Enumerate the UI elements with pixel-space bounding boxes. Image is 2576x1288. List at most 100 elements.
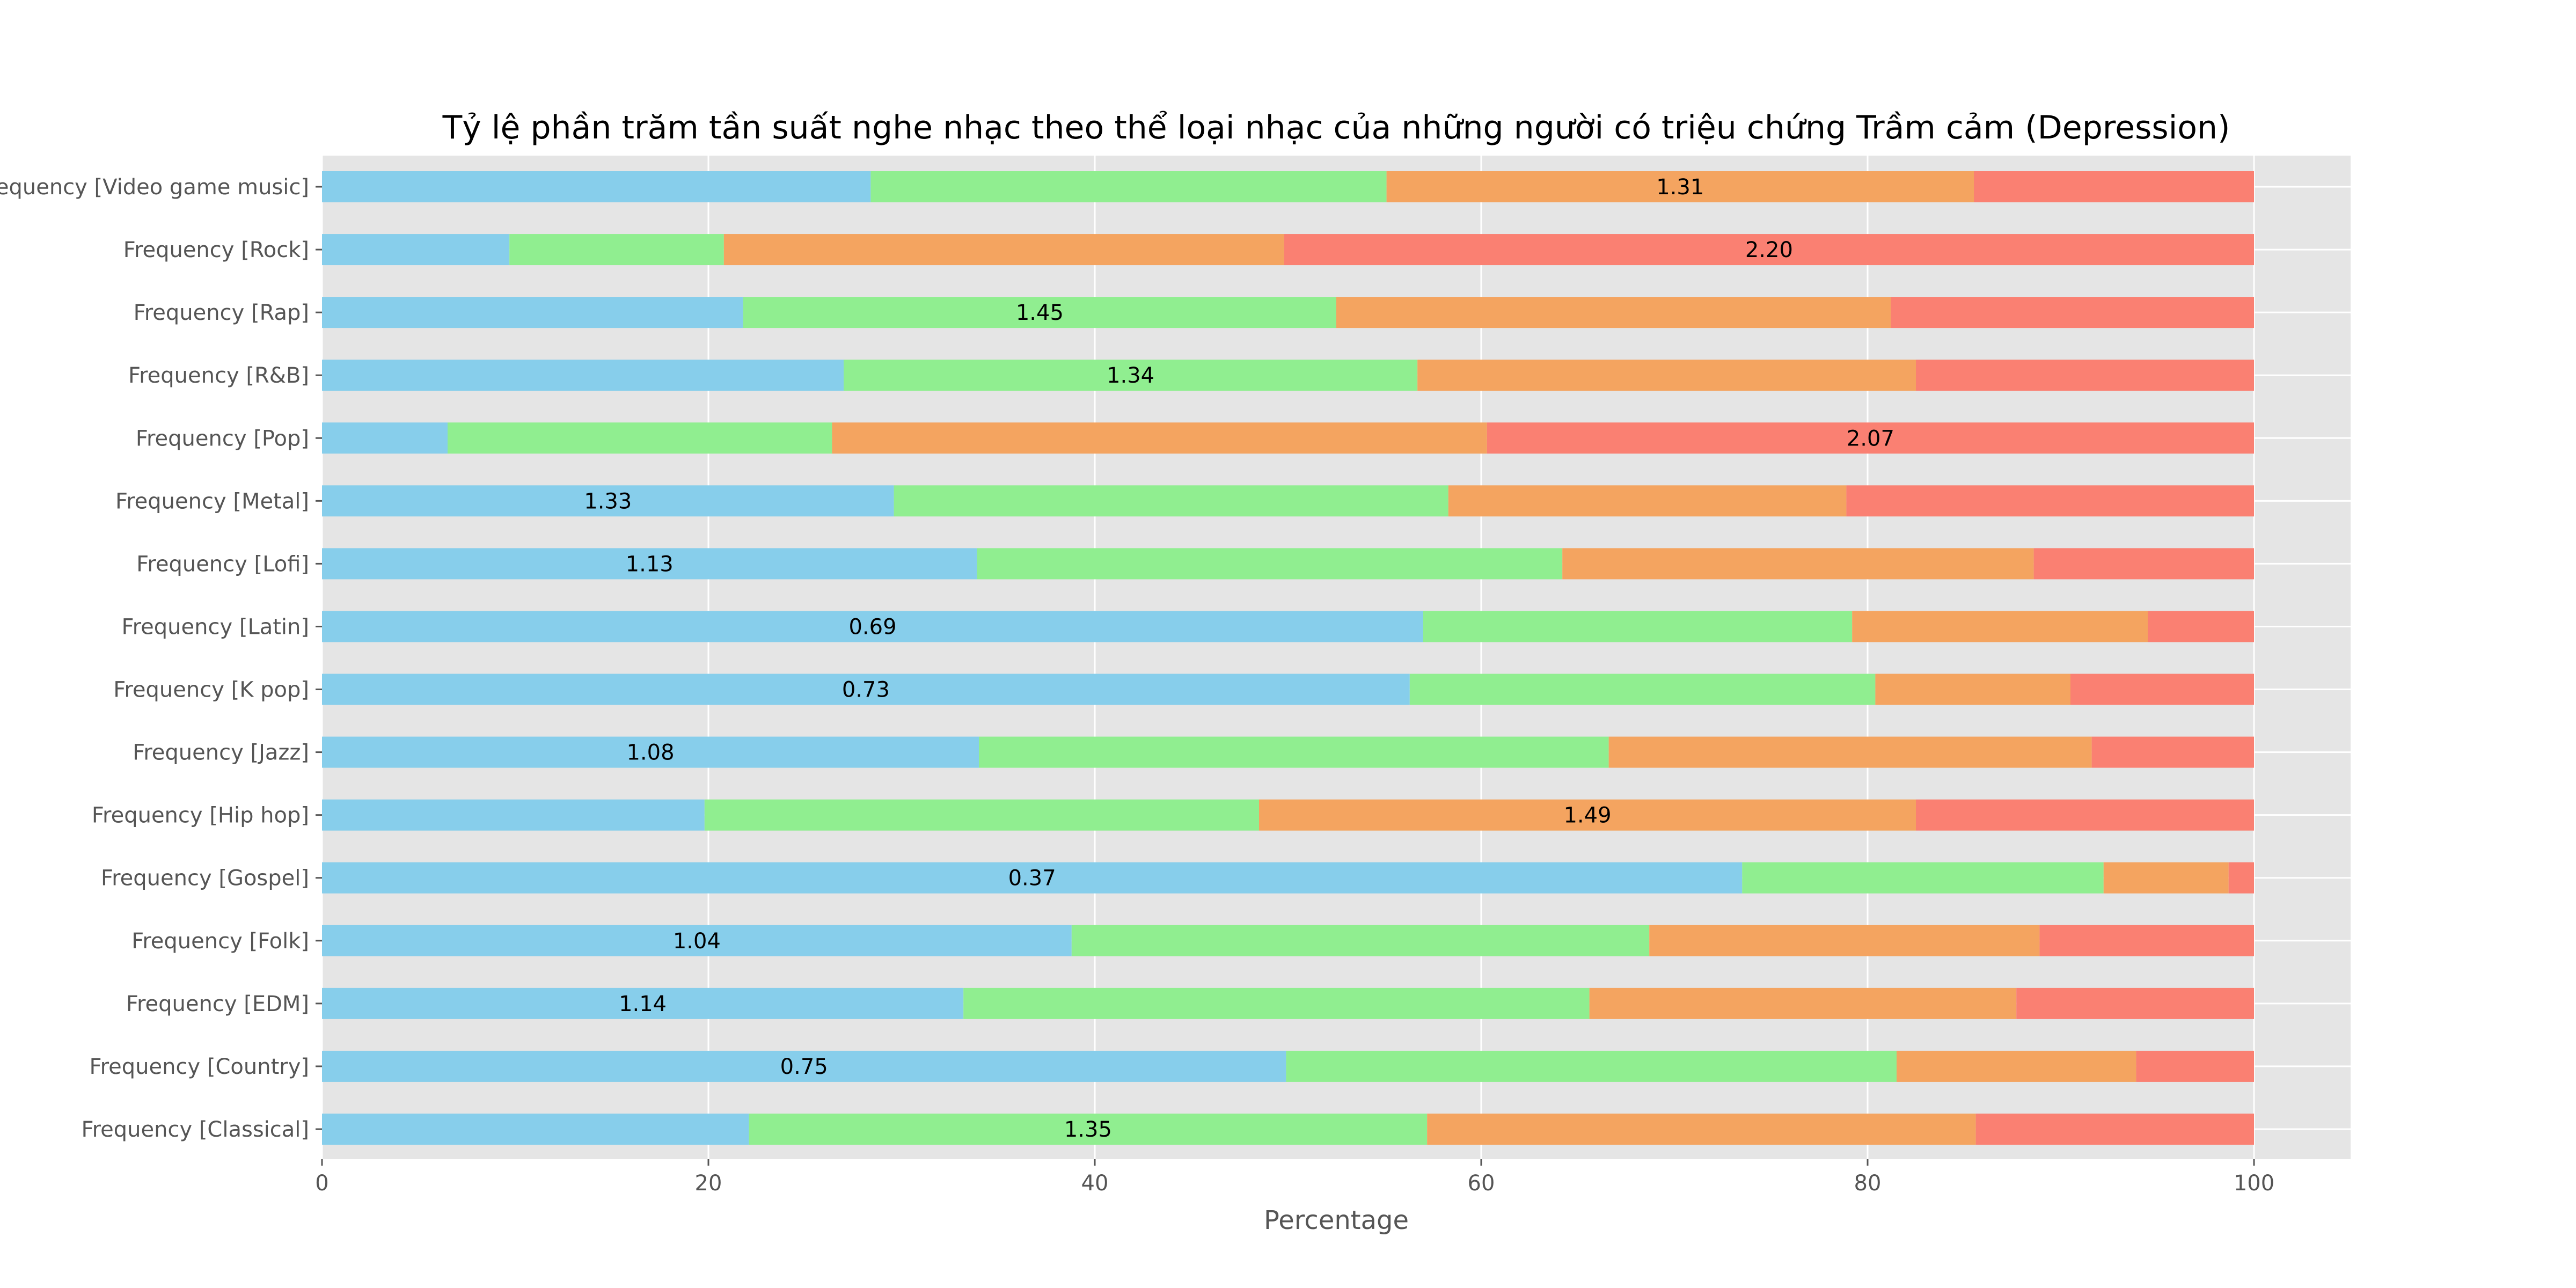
bar-annotation: 1.14 <box>619 992 667 1016</box>
bar-annotation: 1.13 <box>626 552 674 576</box>
x-tick-label: 40 <box>1081 1171 1109 1196</box>
bar-segment <box>322 736 979 768</box>
bar-segment <box>1409 674 1876 705</box>
bar-annotation: 1.04 <box>673 929 721 954</box>
x-tick-label: 60 <box>1468 1171 1495 1196</box>
chart-title: Tỷ lệ phần trăm tần suất nghe nhạc theo … <box>442 109 2230 147</box>
bar-segment <box>2070 674 2254 705</box>
bar-segment <box>322 297 743 328</box>
bar-segment <box>832 422 1487 454</box>
bar-segment <box>1852 611 2148 642</box>
bar-segment <box>2228 862 2254 894</box>
y-tick-label: Frequency [EDM] <box>126 992 309 1016</box>
bar-segment <box>322 171 871 202</box>
bar-segment <box>1286 1050 1897 1082</box>
bar-segment <box>1386 171 1974 202</box>
bar-annotation: 2.07 <box>1847 426 1894 451</box>
bar-segment <box>322 234 510 266</box>
bar-segment <box>1417 360 1916 391</box>
y-tick-label: Frequency [Pop] <box>136 426 309 451</box>
bar-annotation: 1.31 <box>1656 175 1704 200</box>
bar-segment <box>322 862 1743 894</box>
y-tick-label: Frequency [Classical] <box>81 1117 309 1142</box>
bar-segment <box>1975 1114 2254 1145</box>
bar-segment <box>1608 736 2092 768</box>
y-tick-label: Frequency [Lofi] <box>136 552 309 576</box>
bar-segment <box>1427 1114 1976 1145</box>
bar-segment <box>322 422 448 454</box>
bar-segment <box>2033 548 2254 580</box>
y-tick-label: Frequency [Jazz] <box>133 741 309 765</box>
bar-annotation: 1.33 <box>584 489 632 514</box>
bar-segment <box>322 548 977 580</box>
bar-segment <box>2103 862 2229 894</box>
y-tick-label: Frequency [Rap] <box>134 301 309 325</box>
bars <box>322 171 2254 1145</box>
y-tick-label: Frequency [Hip hop] <box>92 803 309 828</box>
bar-segment <box>1742 862 2104 894</box>
bar-segment <box>963 987 1590 1019</box>
bar-segment <box>2016 987 2254 1019</box>
bar-segment <box>894 485 1448 517</box>
x-axis-tick-labels: 0 20 40 60 80 100 <box>315 1159 2274 1196</box>
bar-segment <box>322 611 1423 642</box>
bar-annotation: 1.35 <box>1064 1117 1112 1142</box>
bar-segment <box>1284 234 2254 266</box>
bar-segment <box>2091 736 2254 768</box>
bar-annotations: 1.35 0.75 1.14 1.04 0.37 1.49 1.08 0.73 0.69 1.13… <box>584 175 1894 1142</box>
bar-segment <box>743 297 1336 328</box>
bar-segment <box>1589 987 2017 1019</box>
bar-segment <box>979 736 1609 768</box>
bar-segment <box>844 360 1418 391</box>
bar-segment <box>977 548 1563 580</box>
bar-segment <box>322 987 964 1019</box>
bar-segment <box>1846 485 2254 517</box>
bar-segment <box>1875 674 2070 705</box>
bar-annotation: 1.08 <box>626 741 674 765</box>
y-tick-label: Frequency [Video game music] <box>0 175 309 200</box>
bar-segment <box>1071 925 1650 956</box>
bar-annotation: 2.20 <box>1745 238 1793 262</box>
bar-segment <box>1891 297 2254 328</box>
bar-segment <box>2136 1050 2254 1082</box>
bar-annotation: 0.75 <box>780 1055 828 1079</box>
y-axis-tick-labels: Frequency [Classical] Frequency [Country]… <box>0 175 322 1142</box>
bar-segment <box>1916 360 2254 391</box>
y-tick-label: Frequency [Metal] <box>115 489 309 514</box>
y-tick-label: Frequency [K pop] <box>113 678 309 702</box>
y-tick-label: Frequency [Latin] <box>121 614 309 639</box>
bar-segment <box>322 1114 749 1145</box>
bar-annotation: 0.73 <box>842 678 890 702</box>
bar-segment <box>704 799 1259 831</box>
bar-segment <box>2148 611 2254 642</box>
bar-segment <box>2039 925 2254 956</box>
bar-segment <box>1259 799 1916 831</box>
bar-segment <box>322 674 1410 705</box>
bar-segment <box>448 422 832 454</box>
bar-segment <box>1649 925 2040 956</box>
bar-segment <box>1897 1050 2136 1082</box>
bar-segment <box>509 234 724 266</box>
bar-segment <box>1916 799 2254 831</box>
y-tick-label: Frequency [Rock] <box>123 238 309 262</box>
bar-segment <box>1562 548 2034 580</box>
bar-annotation: 0.37 <box>1008 866 1056 891</box>
bar-segment <box>1336 297 1891 328</box>
y-tick-label: Frequency [Folk] <box>131 929 309 954</box>
y-tick-label: Frequency [Country] <box>90 1055 309 1079</box>
x-tick-label: 80 <box>1854 1171 1882 1196</box>
x-axis-label: Percentage <box>1264 1205 1409 1235</box>
bar-segment <box>749 1114 1428 1145</box>
bar-segment <box>322 1050 1286 1082</box>
y-tick-label: Frequency [R&B] <box>128 363 309 388</box>
x-tick-label: 100 <box>2234 1171 2274 1196</box>
bar-annotation: 1.45 <box>1016 301 1064 325</box>
bar-segment <box>322 485 894 517</box>
bar-segment <box>322 360 844 391</box>
bar-segment <box>322 799 705 831</box>
bar-segment <box>870 171 1387 202</box>
x-tick-label: 20 <box>695 1171 722 1196</box>
bar-annotation: 1.49 <box>1563 803 1611 828</box>
bar-annotation: 0.69 <box>848 614 896 639</box>
bar-segment <box>723 234 1284 266</box>
